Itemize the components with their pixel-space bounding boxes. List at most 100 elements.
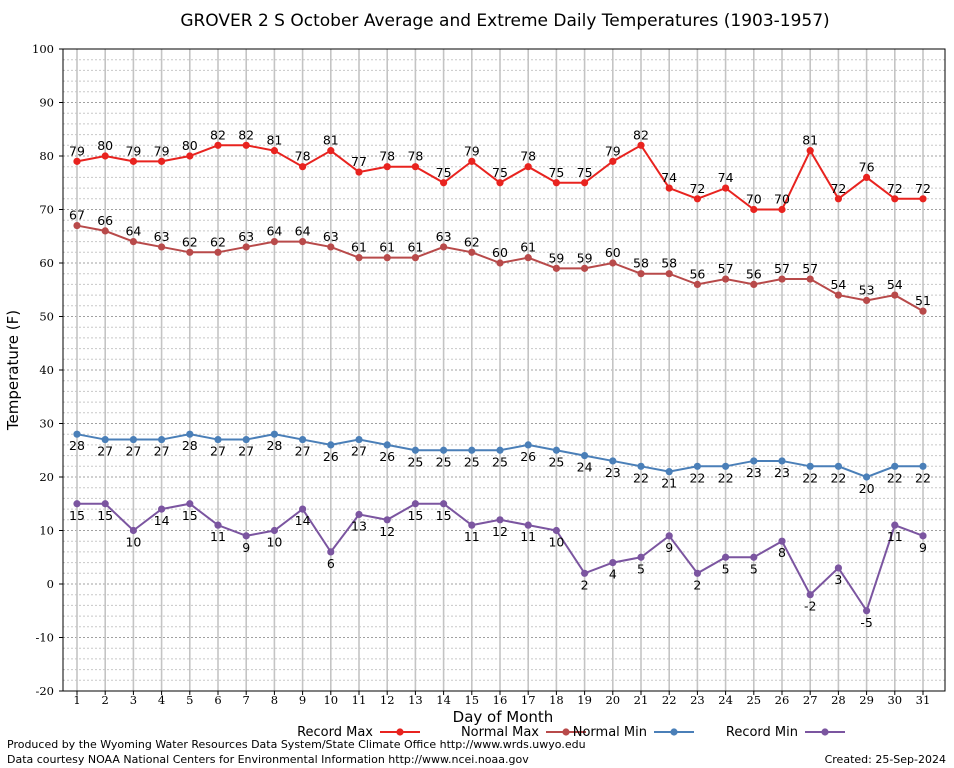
- record-max-point: [129, 157, 137, 165]
- record-max-data-label: 82: [210, 127, 226, 142]
- record-min-point: [552, 526, 561, 535]
- x-tick-label: 9: [299, 693, 306, 707]
- record-min-point: [101, 500, 109, 508]
- normal-min-point: [355, 435, 363, 444]
- x-tick-label: 25: [746, 693, 761, 707]
- normal-min-data-label: 22: [887, 470, 903, 485]
- record-max-point: [327, 147, 335, 155]
- normal-min-point: [581, 452, 589, 460]
- record-max-point: [270, 147, 278, 155]
- normal-min-point: [750, 457, 758, 465]
- normal-max-data-label: 61: [379, 240, 395, 255]
- record-max-point: [496, 179, 504, 187]
- chart-title: GROVER 2 S October Average and Extreme D…: [180, 11, 829, 31]
- record-min-data-label: 15: [407, 508, 423, 523]
- normal-min-data-label: 25: [464, 454, 480, 469]
- normal-min-data-label: 23: [605, 465, 621, 480]
- y-tick-label: 80: [39, 149, 54, 163]
- normal-min-data-label: 27: [125, 444, 141, 459]
- record-min-data-label: 11: [210, 529, 226, 544]
- record-min-point: [383, 516, 391, 524]
- record-max-point: [919, 195, 927, 203]
- normal-min-point: [637, 462, 645, 470]
- legend: Record Max Normal Max Normal Min Record Min: [297, 725, 845, 740]
- record-max-data-label: 82: [633, 127, 649, 142]
- record-max-point: [186, 152, 194, 160]
- record-max-data-label: 70: [746, 192, 762, 207]
- record-max-point: [411, 163, 419, 171]
- normal-max-data-label: 59: [577, 250, 593, 265]
- record-max-data-label: 77: [351, 154, 367, 169]
- record-min-point: [270, 526, 278, 535]
- record-min-point: [806, 591, 814, 599]
- record-min-point: [186, 500, 194, 508]
- record-min-point: [919, 532, 927, 540]
- record-min-data-label: 15: [69, 508, 85, 523]
- x-tick-label: 11: [352, 693, 367, 707]
- record-max-point: [101, 152, 109, 160]
- normal-min-point: [496, 446, 504, 454]
- record-max-point: [552, 179, 561, 187]
- record-min-point: [581, 569, 589, 577]
- record-max-point: [383, 163, 391, 171]
- legend-label-normal-min: Normal Min: [573, 725, 647, 740]
- record-min-point: [778, 537, 786, 545]
- record-max-data-label: 78: [520, 149, 536, 164]
- normal-min-data-label: 23: [774, 465, 790, 480]
- normal-max-point: [722, 275, 730, 283]
- normal-min-point: [299, 435, 307, 444]
- normal-min-data-label: 22: [915, 470, 931, 485]
- y-tick-label: 50: [39, 310, 54, 324]
- legend-marker-record-min: [821, 728, 829, 736]
- record-min-data-label: 4: [609, 567, 617, 582]
- normal-max-data-label: 64: [266, 224, 282, 239]
- record-max-data-label: 79: [464, 143, 480, 158]
- record-max-data-label: 70: [774, 192, 790, 207]
- record-max-data-label: 79: [125, 143, 141, 158]
- normal-max-point: [242, 243, 250, 251]
- record-max-point: [299, 163, 307, 171]
- normal-min-point: [214, 435, 222, 444]
- normal-min-data-label: 25: [492, 454, 508, 469]
- x-tick-label: 19: [577, 693, 592, 707]
- record-min-point: [242, 532, 250, 540]
- normal-min-data-label: 26: [379, 449, 395, 464]
- record-max-point: [440, 179, 448, 187]
- record-max-point: [863, 173, 871, 181]
- normal-min-point: [778, 457, 786, 465]
- record-min-data-label: 5: [637, 561, 645, 576]
- x-tick-label: 8: [271, 693, 278, 707]
- normal-max-point: [891, 291, 899, 299]
- normal-max-data-label: 60: [492, 245, 508, 260]
- record-min-point: [158, 505, 166, 513]
- normal-max-point: [186, 248, 194, 256]
- normal-max-point: [524, 254, 532, 262]
- record-max-point: [158, 157, 166, 165]
- normal-max-point: [863, 296, 871, 305]
- normal-min-point: [270, 430, 278, 438]
- normal-min-point: [327, 441, 335, 449]
- record-min-data-label: 9: [919, 540, 927, 555]
- normal-max-data-label: 54: [830, 277, 846, 292]
- x-tick-label: 28: [831, 693, 846, 707]
- normal-max-data-label: 53: [859, 282, 875, 297]
- normal-max-point: [693, 280, 702, 288]
- record-min-data-label: -2: [804, 599, 816, 614]
- normal-max-point: [411, 254, 419, 262]
- normal-min-data-label: 22: [633, 470, 649, 485]
- record-min-point: [524, 521, 532, 529]
- normal-min-point: [722, 462, 730, 470]
- normal-max-point: [581, 264, 589, 272]
- record-max-data-label: 81: [323, 133, 339, 148]
- record-max-data-label: 74: [718, 170, 734, 185]
- record-max-data-label: 78: [407, 149, 423, 164]
- x-tick-label: 21: [634, 693, 649, 707]
- record-max-data-label: 79: [154, 143, 170, 158]
- record-min-data-label: 9: [242, 540, 250, 555]
- normal-min-point: [158, 435, 166, 444]
- normal-min-point: [919, 462, 927, 470]
- record-min-data-label: 10: [125, 535, 141, 550]
- record-max-point: [834, 195, 843, 203]
- x-tick-label: 2: [102, 693, 109, 707]
- y-tick-label: 60: [39, 256, 54, 270]
